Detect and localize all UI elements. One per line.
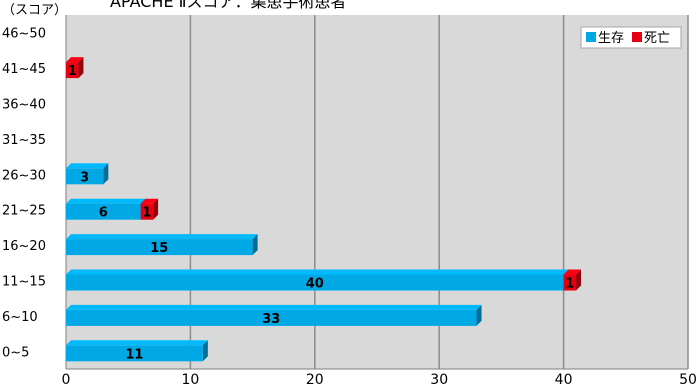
data-label: 3: [80, 170, 89, 185]
x-tick-label: 50: [679, 372, 696, 388]
bar-死亡: [66, 57, 84, 79]
bar-生存: [66, 269, 569, 291]
bars: 11 33 40 1 15 6 1 3 1: [66, 57, 582, 362]
category-label: 46~50: [2, 27, 46, 42]
category-label: 31~35: [2, 133, 46, 148]
legend-swatch: [586, 32, 596, 42]
x-tick-labels: 0 10 20 30 40 50: [62, 372, 696, 388]
category-label: 11~15: [2, 275, 46, 290]
category-label: 36~40: [2, 98, 46, 113]
x-tick-label: 20: [306, 372, 324, 388]
data-label: 1: [142, 206, 151, 221]
bar-生存: [66, 340, 208, 362]
category-label: 16~20: [2, 239, 46, 254]
bar-死亡: [140, 198, 159, 220]
legend-entry: 生存: [598, 31, 624, 46]
x-tick-label: 40: [555, 372, 573, 388]
category-label: 0~5: [2, 345, 29, 360]
category-label: 21~25: [2, 204, 46, 219]
x-tick-label: 0: [62, 372, 71, 388]
grid: [65, 15, 689, 370]
bar-生存: [66, 163, 109, 185]
data-label: 15: [150, 241, 168, 256]
data-label: 6: [99, 206, 108, 221]
bar-生存: [66, 304, 482, 326]
category-label: 41~45: [2, 62, 46, 77]
data-label: 1: [68, 64, 77, 79]
y-axis-label: （スコア）: [2, 3, 67, 18]
legend: 生存 死亡: [580, 26, 682, 49]
x-tick-label: 30: [430, 372, 448, 388]
bar-死亡: [563, 269, 582, 291]
data-label: 11: [125, 347, 143, 362]
category-label: 6~10: [2, 310, 38, 325]
category-label: 26~30: [2, 168, 46, 183]
category-labels: 0~5 6~10 11~15 16~20 21~25 26~30 31~35 36~40 41~…: [2, 27, 46, 361]
legend-box: [580, 26, 682, 49]
data-label: 33: [262, 312, 280, 327]
data-label: 1: [565, 277, 574, 292]
legend-swatch: [632, 32, 642, 42]
x-tick-label: 10: [181, 372, 199, 388]
chart-title: APACHE Ⅱスコア：集患手術患者: [110, 0, 347, 11]
legend-entry: 死亡: [644, 31, 670, 46]
bar-生存: [66, 234, 258, 256]
data-label: 40: [306, 277, 324, 292]
